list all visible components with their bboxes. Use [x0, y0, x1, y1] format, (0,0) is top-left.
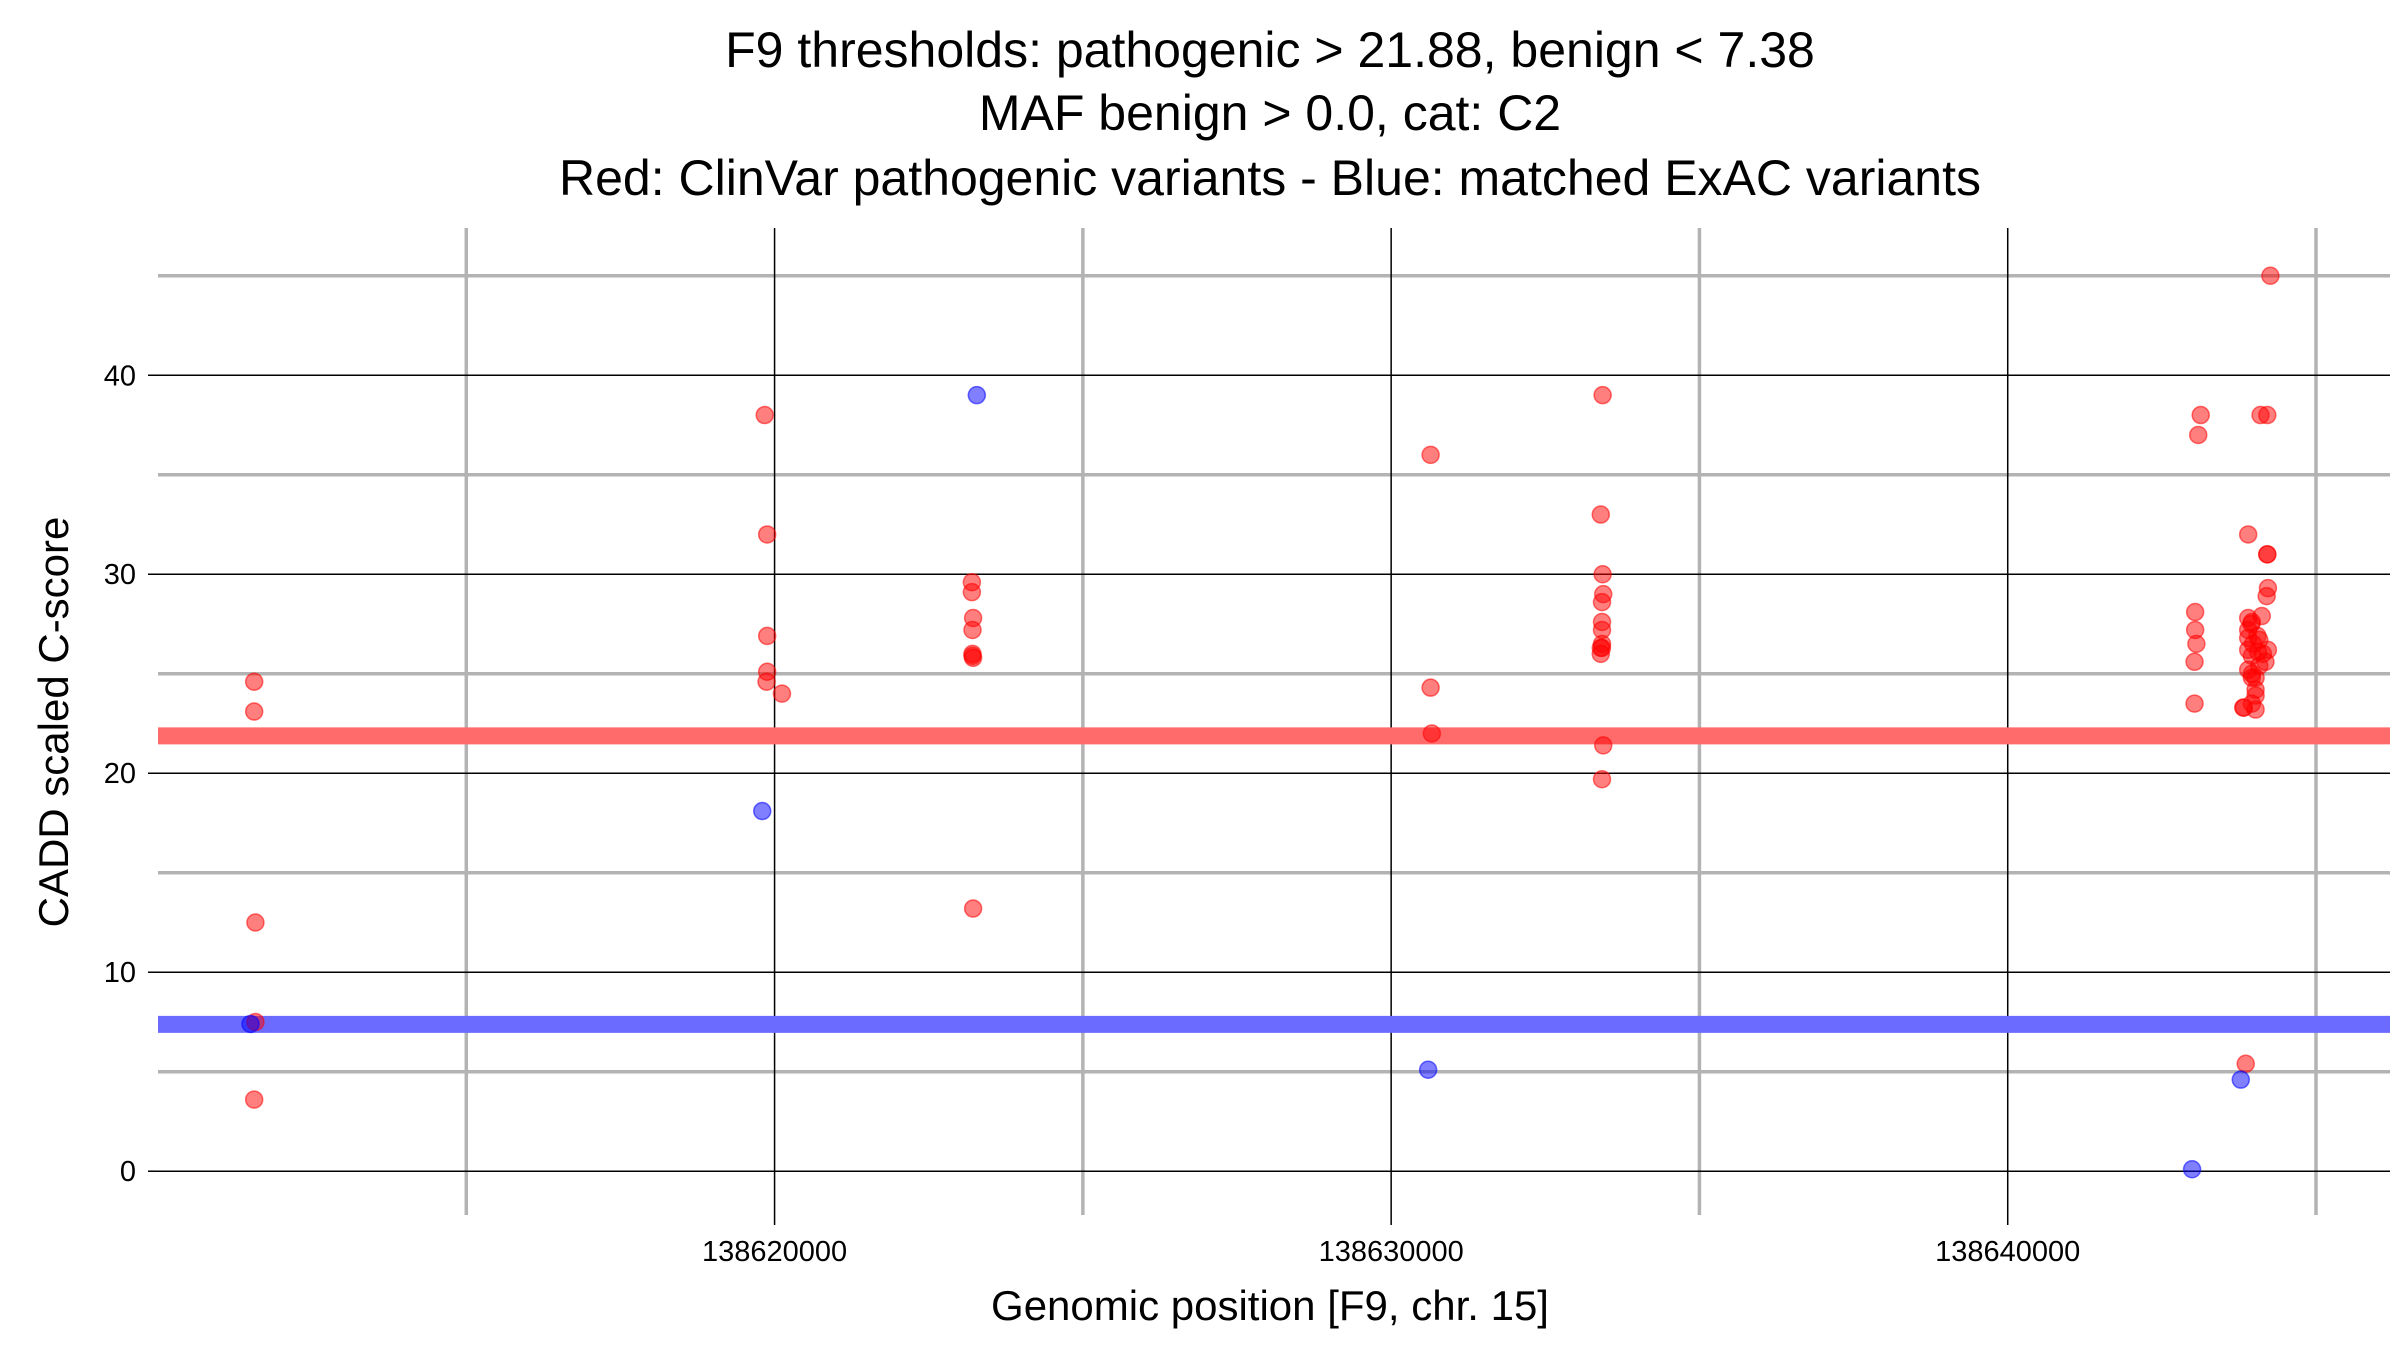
y-tick-label: 30	[104, 559, 136, 591]
data-point-series-1	[752, 801, 772, 821]
data-point-series-0	[1591, 638, 1611, 658]
major-gridlines	[158, 228, 2390, 1215]
x-tick-label: 138620000	[702, 1236, 847, 1268]
y-tick-label: 20	[104, 758, 136, 790]
data-point-series-0	[1422, 724, 1442, 743]
y-axis-ticks: 0 10 20 30 40	[104, 360, 158, 1188]
data-point-series-0	[963, 899, 983, 918]
x-tick-label: 138640000	[1935, 1236, 2080, 1268]
data-point-series-0	[2191, 405, 2210, 425]
data-point-series-0	[757, 525, 777, 544]
data-point-series-0	[1591, 505, 1611, 524]
data-point-series-0	[1594, 584, 1613, 604]
data-point-series-0	[772, 684, 792, 703]
data-point-series-0	[963, 646, 982, 666]
data-point-series-0	[2246, 668, 2265, 687]
data-point-series-0	[2242, 612, 2262, 632]
data-point-series-0	[2242, 694, 2262, 713]
title-line-3: Red: ClinVar pathogenic variants - Blue:…	[559, 150, 1981, 206]
data-point-series-0	[2251, 405, 2270, 425]
chart-title: F9 thresholds: pathogenic > 21.88, benig…	[559, 22, 1981, 206]
data-point-series-0	[1593, 385, 1612, 405]
data-point-series-0	[1592, 612, 1612, 632]
data-point-series-0	[244, 702, 264, 721]
data-point-series-0	[963, 620, 982, 640]
title-line-1: F9 thresholds: pathogenic > 21.88, benig…	[725, 22, 1815, 78]
data-point-series-1	[1418, 1060, 1438, 1079]
data-point-series-0	[2188, 425, 2208, 445]
y-tick-label: 10	[104, 957, 136, 989]
data-point-series-0	[2238, 525, 2258, 544]
data-point-series-0	[2236, 1054, 2255, 1074]
data-point-series-0	[1421, 445, 1440, 465]
data-point-series-0	[757, 662, 777, 682]
y-axis-label: CADD scaled C-score	[30, 517, 77, 928]
data-point-series-0	[246, 913, 265, 932]
data-point-series-0	[244, 672, 264, 691]
data-point-series-0	[757, 626, 777, 646]
data-points	[241, 266, 2280, 1179]
y-tick-label: 40	[104, 360, 136, 392]
data-point-series-0	[2258, 545, 2277, 564]
data-point-series-1	[2231, 1070, 2251, 1089]
data-point-series-0	[2185, 652, 2204, 672]
x-axis-label: Genomic position [F9, chr. 15]	[991, 1282, 1549, 1329]
data-point-series-0	[1594, 736, 1613, 755]
x-tick-label: 138630000	[1319, 1236, 1464, 1268]
data-point-series-0	[2187, 634, 2206, 654]
data-point-series-0	[1421, 678, 1440, 697]
y-tick-label: 0	[120, 1156, 136, 1188]
data-point-series-0	[244, 1090, 264, 1109]
data-point-series-0	[1592, 769, 1612, 789]
data-point-series-0	[2185, 694, 2204, 713]
minor-gridlines	[158, 228, 2390, 1215]
data-point-series-1	[2182, 1159, 2202, 1179]
data-point-series-0	[2261, 266, 2280, 286]
x-axis-ticks: 138620000 138630000 138640000	[702, 1215, 2080, 1268]
data-point-series-0	[755, 405, 774, 425]
threshold-lines	[158, 727, 2390, 1033]
data-point-series-0	[2185, 602, 2205, 622]
title-line-2: MAF benign > 0.0, cat: C2	[979, 85, 1561, 141]
data-point-series-0	[962, 582, 982, 602]
data-point-series-0	[2258, 578, 2278, 598]
data-point-series-0	[1593, 564, 1612, 584]
data-point-series-1	[967, 385, 987, 405]
data-point-series-1	[241, 1014, 260, 1034]
data-point-series-0	[2248, 642, 2268, 662]
